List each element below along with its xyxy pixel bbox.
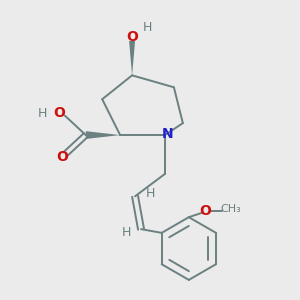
Text: CH₃: CH₃ xyxy=(220,204,241,214)
Text: O: O xyxy=(56,151,68,164)
Text: H: H xyxy=(145,187,155,200)
Text: O: O xyxy=(54,106,65,120)
Text: H: H xyxy=(122,226,131,238)
Text: O: O xyxy=(126,29,138,44)
Polygon shape xyxy=(129,41,135,75)
Text: N: N xyxy=(162,127,174,141)
Polygon shape xyxy=(86,131,120,139)
Text: H: H xyxy=(142,21,152,34)
Text: O: O xyxy=(199,204,211,218)
Text: H: H xyxy=(38,107,47,120)
